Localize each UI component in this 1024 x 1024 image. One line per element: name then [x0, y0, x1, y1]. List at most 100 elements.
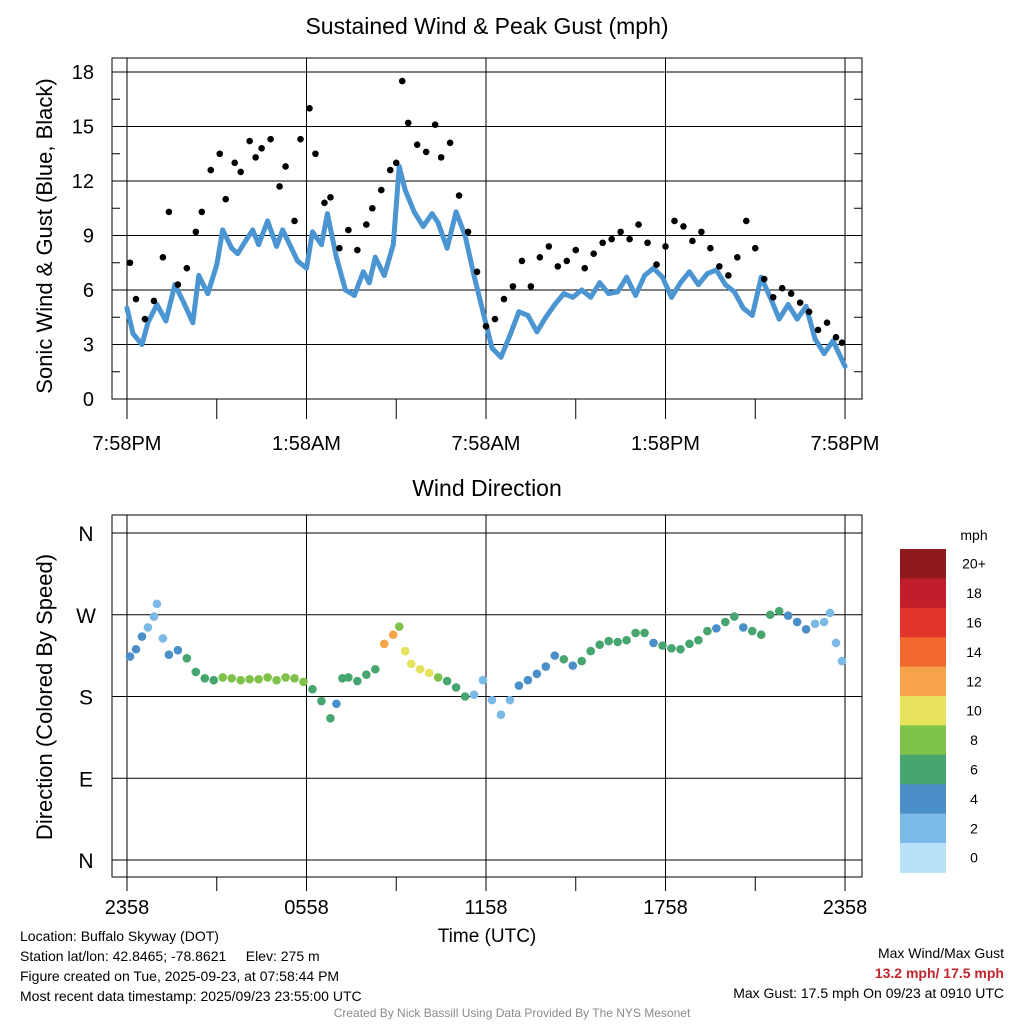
sustained-wind-point: [381, 272, 387, 278]
direction-point: [209, 675, 219, 685]
direction-point: [290, 674, 299, 683]
sustained-wind-point: [525, 312, 531, 318]
sustained-wind-point: [695, 282, 701, 288]
bottom-x-tick-label: 0558: [284, 897, 329, 919]
bottom-chart-title: Wind Direction: [412, 475, 562, 501]
colorbar-title: mph: [960, 527, 987, 543]
peak-gust-point: [398, 77, 406, 85]
peak-gust-point: [491, 315, 499, 323]
bottom-chart-grid: [112, 515, 862, 877]
bottom-chart-xlabel: Time (UTC): [438, 926, 537, 947]
top-x-tick-label: 7:58AM: [452, 433, 521, 455]
sustained-wind-point: [686, 269, 692, 275]
sustained-wind-point: [402, 187, 408, 193]
peak-gust-point: [814, 326, 822, 334]
sustained-wind-point: [318, 242, 324, 248]
colorbar-label: 2: [970, 820, 978, 836]
peak-gust-point: [464, 228, 472, 236]
direction-point: [131, 644, 141, 654]
peak-gust-point: [707, 244, 714, 252]
direction-point: [158, 634, 168, 643]
peak-gust-point: [237, 168, 244, 176]
peak-gust-point: [716, 263, 723, 270]
peak-gust-point: [680, 223, 687, 230]
peak-gust-point: [207, 166, 215, 174]
peak-gust-point: [282, 163, 289, 170]
direction-point: [496, 710, 506, 719]
direction-point: [400, 646, 410, 656]
direction-point: [801, 624, 811, 634]
colorbar-label: 16: [966, 615, 982, 631]
colorbar-label: 0: [970, 850, 978, 866]
peak-gust-point: [742, 217, 750, 225]
sustained-wind-point: [214, 262, 220, 268]
recent-timestamp: Most recent data timestamp: 2025/09/23 2…: [20, 988, 362, 1004]
sustained-wind-point: [507, 332, 513, 338]
direction-point: [451, 683, 461, 692]
bottom-y-tick-label: E: [79, 768, 93, 791]
sustained-wind-point: [280, 227, 286, 233]
top-x-tick-label: 1:58PM: [631, 433, 700, 455]
sustained-wind-point: [821, 351, 827, 357]
top-chart-x-ticks: 7:58PM 1:58AM 7:58AM 1:58PM 7:58PM: [93, 399, 879, 455]
sustained-wind-point: [480, 309, 486, 315]
direction-point: [712, 624, 721, 633]
sustained-wind-point: [842, 363, 848, 369]
peak-gust-point: [132, 295, 140, 303]
sustained-wind-point: [289, 245, 295, 251]
direction-point: [747, 626, 757, 636]
bottom-x-tick-label: 2358: [105, 897, 150, 919]
direction-point: [568, 661, 578, 670]
sustained-wind-point: [366, 280, 372, 286]
colorbar-swatch: [900, 549, 946, 579]
top-chart-title: Sustained Wind & Peak Gust (mph): [305, 13, 668, 39]
direction-point: [631, 628, 640, 638]
direction-point: [819, 617, 829, 627]
sustained-wind-point: [794, 316, 800, 322]
sustained-wind-point: [420, 223, 426, 229]
direction-point: [505, 695, 515, 705]
peak-gust-point: [252, 154, 259, 161]
peak-gust-point: [291, 217, 298, 225]
colorbar-swatch: [900, 843, 946, 873]
peak-gust-point: [572, 246, 580, 254]
bottom-x-tick-label: 1758: [643, 897, 688, 919]
direction-point: [532, 669, 542, 679]
sustained-wind-point: [570, 294, 576, 300]
direction-point: [667, 644, 676, 653]
direction-point: [415, 664, 425, 674]
direction-point: [272, 675, 281, 685]
max-gust-detail: Max Gust: 17.5 mph On 09/23 at 0910 UTC: [733, 985, 1004, 1001]
peak-gust-point: [518, 257, 526, 265]
station-location: Location: Buffalo Skyway (DOT): [20, 928, 219, 944]
peak-gust-point: [644, 239, 651, 247]
sustained-wind-point: [244, 236, 250, 242]
direction-point: [191, 667, 201, 677]
top-y-tick-label: 12: [72, 171, 94, 193]
peak-gust-point: [377, 186, 385, 194]
top-y-tick-label: 6: [83, 280, 94, 302]
direction-point: [218, 673, 228, 682]
direction-point: [353, 676, 362, 686]
peak-gust-point: [536, 253, 544, 261]
peak-gust-point: [276, 183, 283, 190]
colorbar-label: 14: [966, 644, 982, 660]
peak-gust-point: [321, 199, 328, 207]
sustained-wind-point: [740, 305, 746, 311]
colorbar-label: 18: [966, 585, 982, 601]
peak-gust-point: [509, 283, 517, 290]
sustained-wind-point: [205, 291, 211, 297]
peak-gust-point: [734, 253, 741, 261]
peak-gust-point: [354, 246, 361, 254]
peak-gust-point: [725, 272, 732, 279]
direction-point: [738, 623, 748, 632]
sustained-wind-point: [588, 294, 594, 300]
sustained-wind-point: [552, 302, 558, 308]
bottom-chart-ylabel: Direction (Colored By Speed): [32, 554, 57, 840]
direction-point: [344, 673, 353, 682]
direction-point: [756, 630, 766, 640]
sustained-wind-point: [130, 331, 136, 337]
direction-point: [245, 674, 254, 684]
peak-gust-point: [653, 261, 660, 268]
colorbar-swatch: [900, 607, 946, 638]
